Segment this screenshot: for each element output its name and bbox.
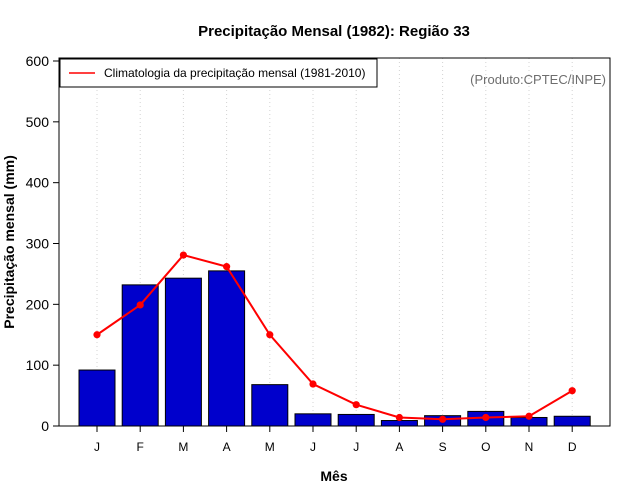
- legend: Climatologia da precipitação mensal (198…: [59, 58, 378, 88]
- bar-4: [251, 384, 289, 427]
- bar-11: [553, 415, 591, 427]
- bar-0: [78, 369, 116, 427]
- climatology-point-8: [439, 415, 447, 423]
- x-tick-label: F: [137, 440, 144, 454]
- climatology-point-5: [309, 380, 317, 388]
- credit-annotation: (Produto:CPTEC/INPE): [470, 72, 606, 87]
- x-tick-label: J: [353, 440, 359, 454]
- plot-frame: [58, 57, 611, 427]
- bar-2: [164, 277, 202, 427]
- climatology-series: [93, 251, 576, 423]
- bar-3: [208, 270, 246, 427]
- y-tick-label: 300: [26, 236, 50, 252]
- x-tick-label: A: [223, 440, 231, 454]
- climatology-line: [96, 253, 573, 421]
- bar-6: [337, 413, 375, 427]
- climatology-point-10: [525, 412, 533, 420]
- legend-entry: Climatologia da precipitação mensal (198…: [104, 66, 365, 80]
- x-tick-label: S: [439, 440, 447, 454]
- x-tick-label: N: [525, 440, 534, 454]
- x-tick-label: J: [310, 440, 316, 454]
- chart-title: Precipitação Mensal (1982): Região 33: [198, 23, 470, 40]
- climatology-point-0: [93, 331, 101, 339]
- x-tick-label: O: [481, 440, 490, 454]
- bar-7: [380, 420, 418, 427]
- climatology-point-9: [482, 413, 490, 422]
- x-tick-label: J: [94, 440, 100, 454]
- y-tick-label: 100: [26, 357, 50, 373]
- bar-5: [294, 413, 332, 427]
- y-tick-label: 500: [26, 114, 50, 130]
- climatology-point-3: [223, 263, 231, 271]
- y-tick-label: 400: [26, 175, 50, 191]
- x-tick-label: M: [178, 440, 188, 454]
- x-tick-label: A: [395, 440, 403, 454]
- climatology-point-1: [136, 301, 144, 309]
- y-axis-label: Precipitação mensal (mm): [1, 155, 17, 329]
- x-axis-label: Mês: [320, 468, 347, 484]
- grid: [96, 58, 573, 426]
- y-tick-label: 600: [26, 53, 50, 69]
- y-tick-label: 200: [26, 296, 50, 312]
- y-tick-label: 0: [41, 418, 49, 434]
- legend-box: [59, 58, 378, 88]
- climatology-point-6: [352, 401, 360, 409]
- climatology-point-2: [179, 251, 187, 259]
- climatology-point-7: [395, 413, 403, 422]
- x-tick-label: D: [568, 440, 577, 454]
- climatology-point-4: [266, 331, 274, 339]
- climatology-point-11: [568, 387, 576, 395]
- x-tick-label: M: [265, 440, 275, 454]
- bars: [78, 270, 591, 427]
- y-axis: 0 100 200 300 400 500 600: [26, 53, 59, 434]
